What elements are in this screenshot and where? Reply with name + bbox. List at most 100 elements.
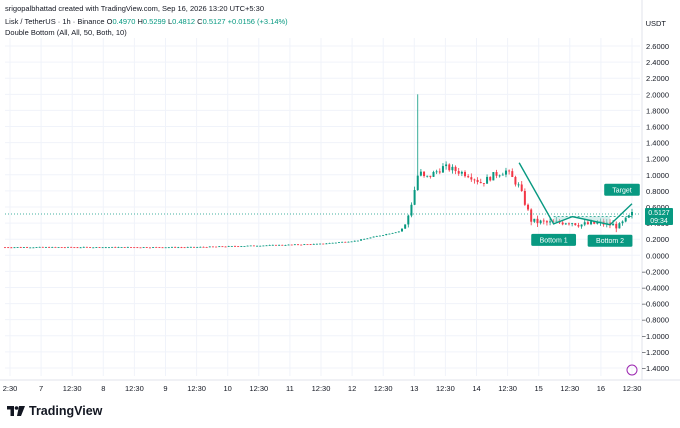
candle-body [574, 223, 577, 226]
candle-body [130, 247, 133, 248]
candle-body [315, 243, 318, 245]
ohlc-open: O0.4970 [106, 17, 136, 26]
candle-body [539, 220, 542, 224]
candle-body [111, 246, 114, 248]
x-tick-label: 15 [535, 384, 543, 393]
y-tick-label: −0.8000 [642, 316, 669, 325]
x-tick-label: 12:30 [374, 384, 393, 393]
candle-body [136, 247, 139, 249]
x-tick-label: 10 [224, 384, 232, 393]
candle-body [67, 246, 70, 248]
candle-body [252, 245, 255, 247]
candle-body [385, 234, 388, 236]
candle-body [511, 171, 514, 177]
x-tick-label: 7 [39, 384, 43, 393]
ohlc-close: C0.5127 [197, 17, 226, 26]
candle-body [48, 247, 51, 248]
candle-body [423, 171, 426, 177]
candle-body [98, 247, 101, 248]
candle-body [290, 244, 293, 246]
candle-body [29, 247, 32, 249]
y-tick-label: 2.2000 [646, 74, 669, 83]
candle-body [495, 172, 498, 176]
candle-body [501, 174, 504, 176]
x-tick-label: 13 [410, 384, 418, 393]
candle-body [32, 247, 35, 249]
candle-body [331, 242, 334, 244]
candle-body [202, 246, 205, 248]
y-tick-label: 0.8000 [646, 187, 669, 196]
candle-body [208, 246, 211, 248]
tradingview-logo-icon [7, 406, 25, 416]
chart-credit: srigopalbhattad created with TradingView… [5, 4, 264, 13]
candle-body [70, 246, 73, 248]
symbol-legend[interactable]: Lisk / TetherUS · 1h · Binance O0.4970 H… [5, 17, 288, 26]
candle-body [4, 247, 6, 249]
candle-body [205, 247, 208, 248]
candle-body [89, 247, 92, 248]
currency-label[interactable]: USDT [645, 19, 666, 28]
candle-body [441, 166, 444, 173]
candle-body [82, 246, 85, 248]
x-tick-label: 12:30 [312, 384, 331, 393]
candle-body [234, 246, 237, 247]
candle-body [180, 247, 183, 249]
candle-body [391, 232, 394, 234]
candle-body [10, 247, 13, 249]
candle-body [419, 171, 422, 176]
candle-body [410, 204, 413, 216]
candle-body [293, 244, 296, 246]
candle-body [177, 247, 180, 249]
candle-body [382, 235, 385, 236]
candle-body [117, 247, 120, 248]
candle-body [104, 247, 107, 249]
candle-body [164, 247, 167, 249]
indicator-legend[interactable]: Double Bottom (All, All, 50, Both, 10) [5, 28, 127, 37]
tradingview-logo[interactable]: TradingView [7, 404, 102, 418]
candle-body [612, 223, 615, 226]
candle-body [492, 172, 495, 181]
target-label: Target [612, 187, 632, 194]
candle-body [139, 247, 142, 249]
candle-body [407, 215, 410, 225]
candle-body [224, 246, 227, 248]
candle-body [73, 247, 76, 249]
y-tick-label: 1.6000 [646, 123, 669, 132]
candle-body [38, 246, 41, 248]
candle-body [26, 247, 29, 248]
candle-body [142, 247, 145, 248]
candle-body [533, 218, 536, 222]
x-tick-label: 12:30 [560, 384, 579, 393]
candle-body [268, 245, 271, 246]
candle-body [328, 243, 331, 244]
candle-body [470, 177, 473, 180]
candle-body [114, 246, 117, 248]
candle-body [60, 247, 63, 248]
candle-body [482, 183, 485, 184]
candle-body [278, 244, 281, 246]
candle-body [54, 246, 57, 248]
candle-body [101, 247, 104, 249]
candle-body [170, 246, 173, 248]
candle-body [287, 244, 290, 246]
candle-body [404, 224, 407, 229]
candle-body [454, 166, 457, 172]
candle-body [193, 246, 196, 248]
bottom-2-label-box [587, 234, 633, 247]
candle-body [394, 232, 397, 234]
candle-body [530, 209, 533, 222]
y-tick-label: −1.4000 [642, 364, 669, 373]
candle-body [435, 171, 438, 173]
candle-body [230, 246, 233, 247]
y-tick-label: 2.4000 [646, 58, 669, 67]
candle-body [350, 241, 353, 243]
candle-body [618, 223, 621, 229]
candle-body [413, 190, 416, 205]
candle-body [312, 243, 315, 245]
candle-body [536, 218, 539, 224]
candle-body [306, 244, 309, 246]
candle-body [249, 245, 252, 247]
candle-body [527, 204, 530, 210]
price-change: +0.0156 (+3.14%) [227, 17, 288, 26]
